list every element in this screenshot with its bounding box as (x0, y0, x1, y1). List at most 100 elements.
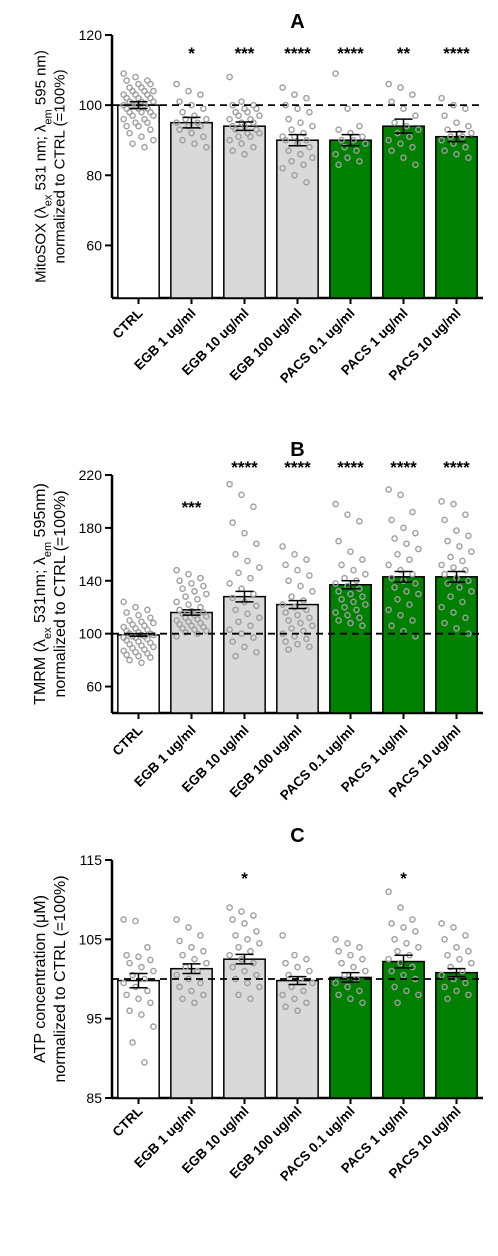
data-point (306, 143, 313, 151)
data-point (138, 1011, 145, 1019)
data-point (232, 551, 239, 558)
data-point (359, 955, 366, 963)
data-point (309, 154, 316, 162)
data-point (135, 652, 142, 660)
data-point (338, 561, 345, 569)
data-point (391, 936, 398, 943)
data-point (288, 593, 295, 600)
data-point (462, 105, 469, 112)
data-point (247, 574, 254, 582)
bar (223, 958, 266, 1099)
data-point (123, 951, 130, 959)
data-point (388, 516, 395, 524)
data-point (468, 548, 475, 555)
data-point (356, 943, 363, 951)
data-point (297, 619, 304, 627)
significance-marker: **** (337, 44, 364, 63)
data-point (197, 91, 204, 98)
data-point (441, 147, 448, 155)
data-point (294, 963, 301, 971)
data-point (406, 556, 413, 563)
y-tick-label: 95 (86, 1011, 102, 1027)
data-point (291, 91, 298, 98)
data-point (120, 916, 127, 923)
data-point (303, 136, 310, 144)
data-point (226, 480, 233, 488)
data-point (250, 959, 257, 967)
data-point (200, 582, 207, 590)
data-point (182, 629, 189, 636)
data-point (347, 619, 354, 627)
data-point (468, 129, 475, 137)
data-point (335, 991, 342, 999)
data-point (191, 588, 198, 595)
data-point (462, 143, 469, 151)
data-point (150, 619, 157, 627)
data-point (338, 595, 345, 603)
data-point (456, 584, 463, 591)
data-point (123, 991, 130, 999)
data-point (238, 98, 245, 105)
data-point (150, 136, 157, 144)
data-point (291, 951, 298, 959)
data-point (303, 94, 310, 102)
data-point (300, 161, 307, 169)
data-point (138, 659, 145, 667)
data-point (412, 529, 419, 537)
data-point (409, 91, 416, 98)
data-point (150, 112, 157, 119)
data-point (247, 133, 254, 140)
data-point (385, 136, 392, 144)
bar (276, 603, 319, 714)
data-point (123, 122, 130, 130)
significance-marker: ** (397, 44, 411, 63)
data-point (356, 987, 363, 995)
data-point (294, 640, 301, 648)
data-point (359, 133, 366, 140)
y-tick-label: 60 (86, 679, 102, 695)
data-point (359, 593, 366, 600)
panel-label: A (290, 11, 304, 33)
data-point (391, 983, 398, 991)
data-point (306, 108, 313, 116)
data-point (120, 979, 127, 987)
data-point (194, 595, 201, 603)
data-point (294, 105, 301, 112)
data-point (200, 947, 207, 955)
significance-marker: * (400, 869, 407, 888)
data-point (191, 999, 198, 1007)
data-point (438, 971, 445, 979)
data-point (397, 611, 404, 619)
data-point (238, 908, 245, 915)
data-point (332, 609, 339, 616)
data-point (438, 136, 445, 144)
data-point (465, 122, 472, 130)
data-point (462, 566, 469, 574)
data-point (247, 622, 254, 630)
data-point (150, 967, 157, 975)
data-point (303, 635, 310, 643)
data-point (150, 1023, 157, 1030)
data-point (300, 987, 307, 995)
data-point (400, 524, 407, 532)
data-point (332, 936, 339, 943)
data-point (362, 967, 369, 975)
data-point (200, 133, 207, 140)
data-point (462, 932, 469, 939)
data-point (126, 656, 133, 664)
data-point (450, 564, 457, 571)
data-point (141, 143, 148, 151)
data-point (185, 87, 192, 95)
data-point (391, 584, 398, 591)
data-point (335, 588, 342, 595)
data-point (347, 548, 354, 555)
data-point (385, 561, 392, 569)
data-point (385, 955, 392, 963)
data-point (197, 603, 204, 611)
bar (170, 121, 213, 299)
data-point (238, 140, 245, 148)
data-point (344, 154, 351, 162)
category-label: CTRL (110, 1104, 146, 1140)
data-point (173, 119, 180, 126)
data-point (144, 606, 151, 614)
